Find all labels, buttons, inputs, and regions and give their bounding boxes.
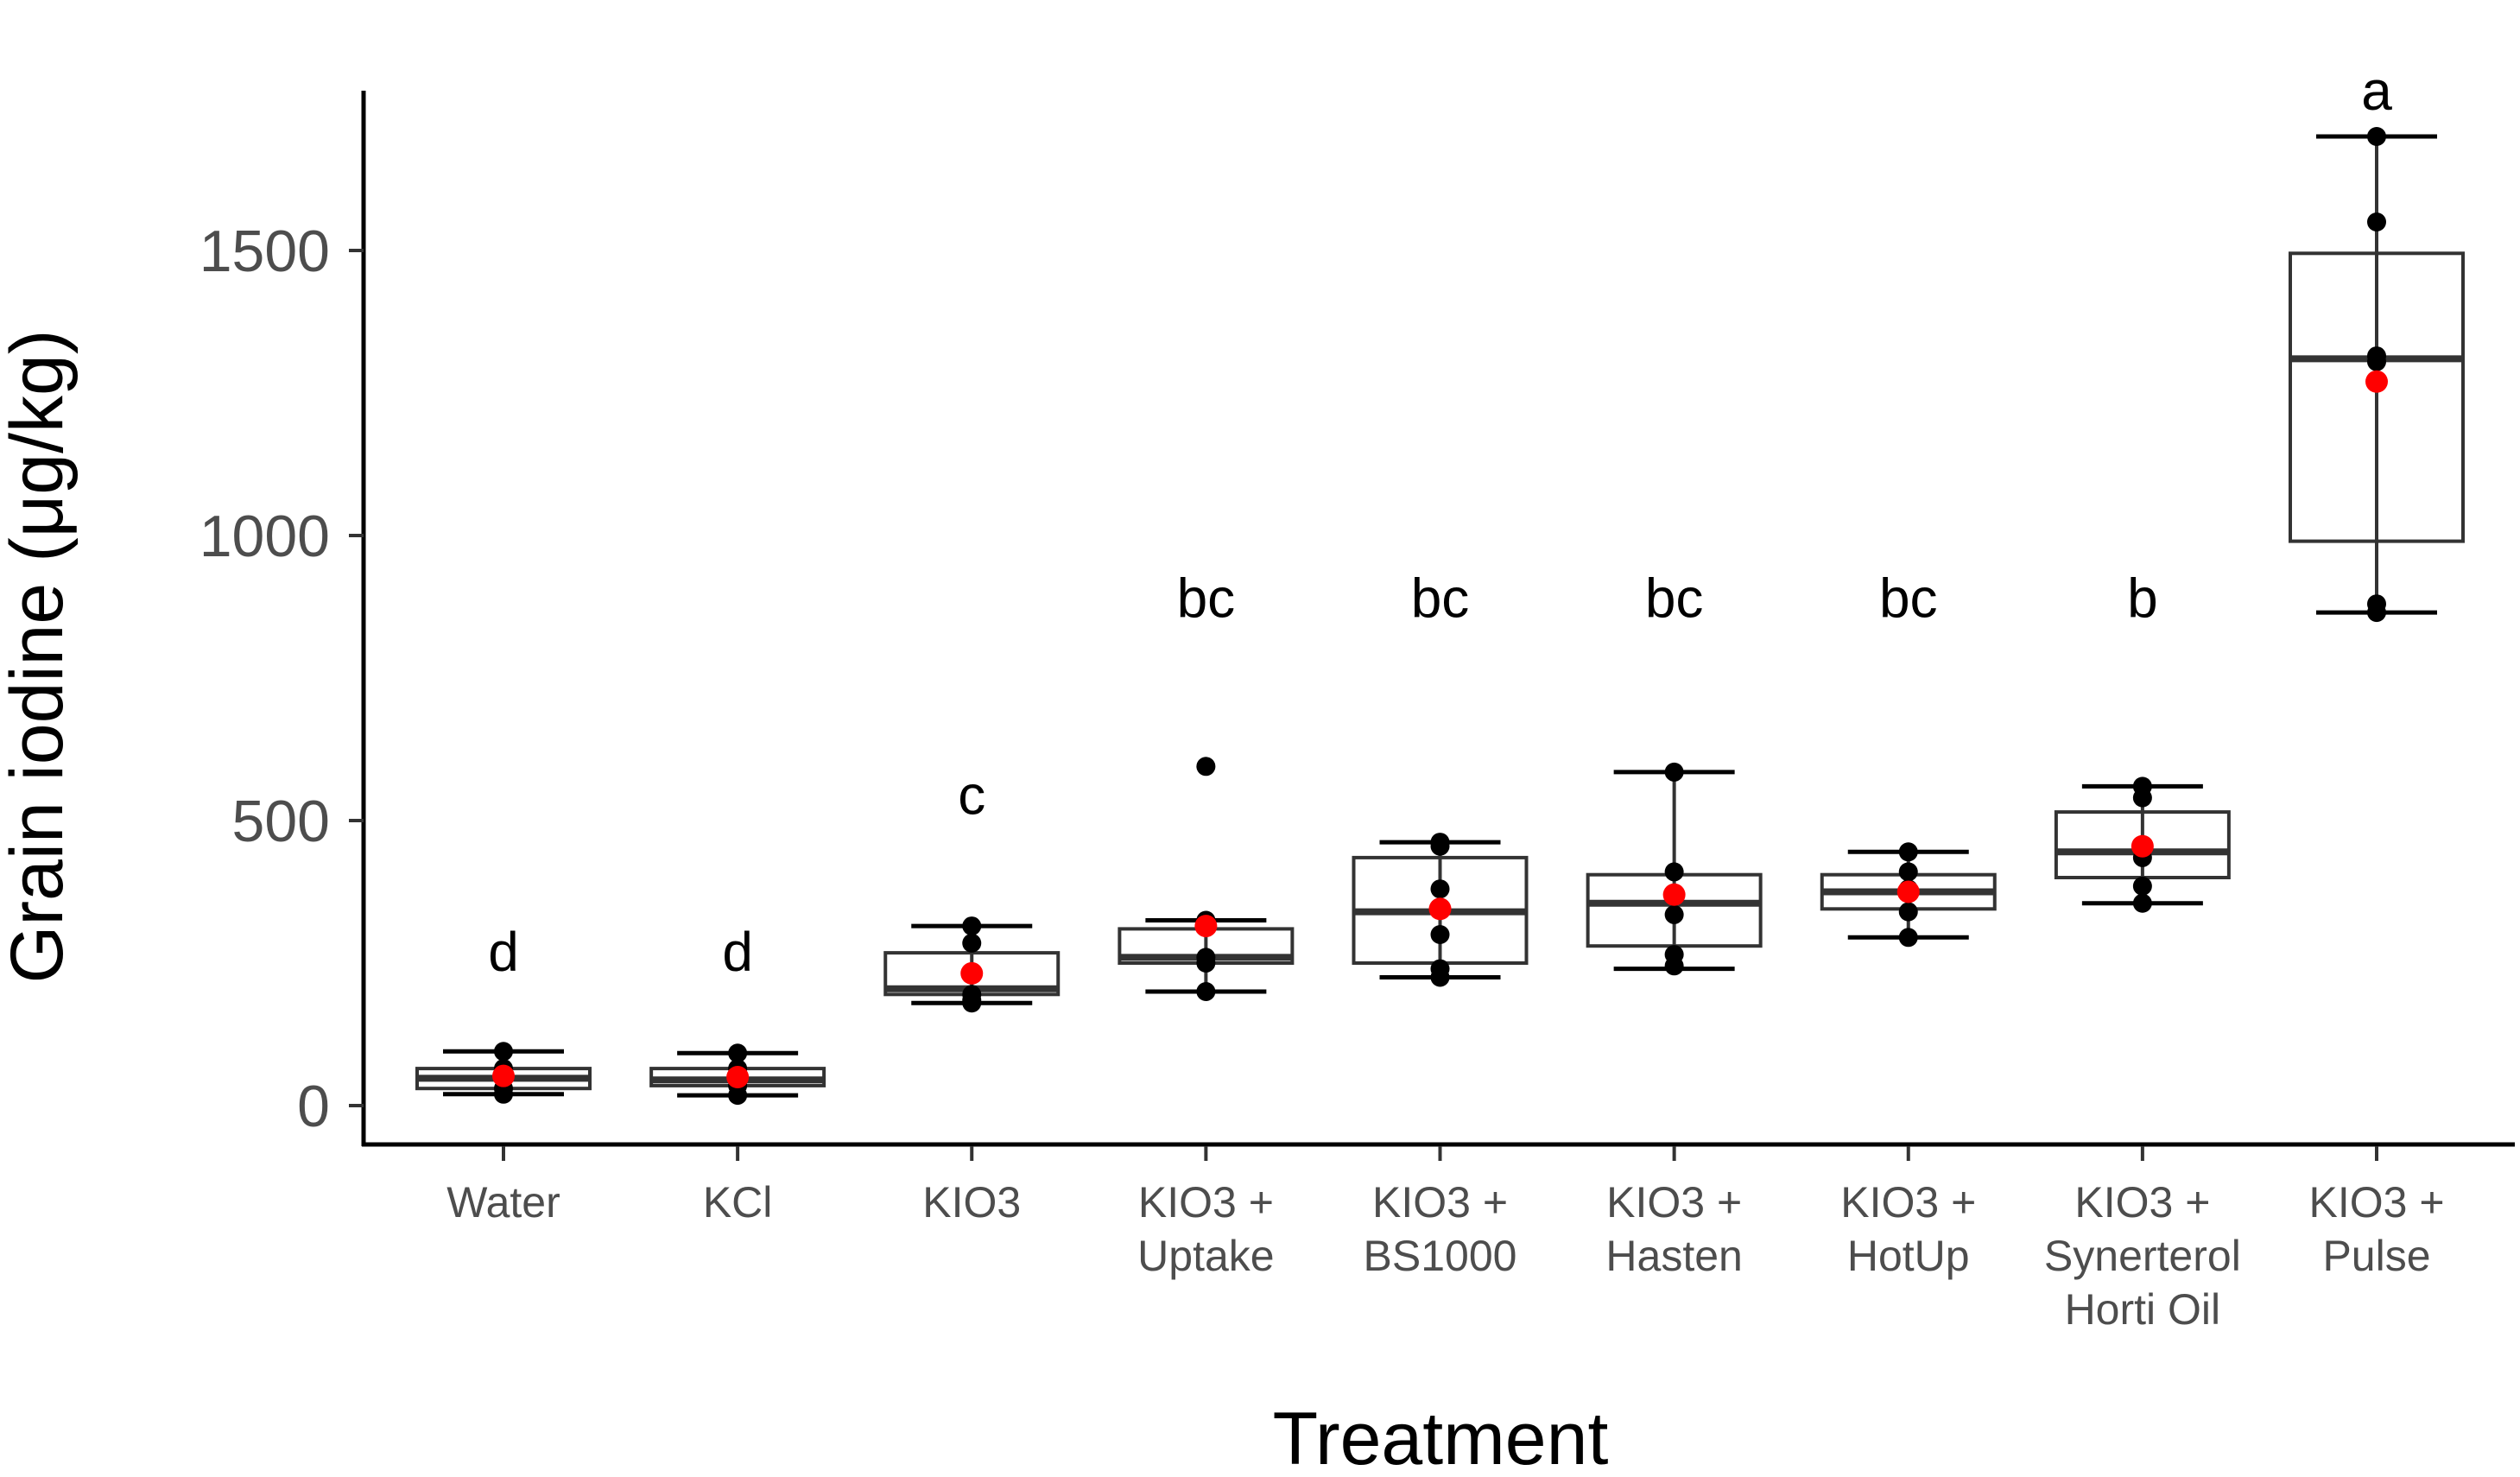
observation-point [1430,967,1450,987]
mean-point [1428,897,1452,921]
mean-point [1194,915,1218,938]
observation-point [1664,904,1684,924]
observation-point [2367,352,2386,371]
significance-letter: bc [1411,567,1470,630]
y-tick-label-1500: 1500 [199,219,330,284]
observation-point [2132,788,2152,808]
group-5: bc [1586,567,1763,976]
y-tick-label-500: 500 [232,789,330,854]
significance-letter: b [2127,567,2158,630]
mean-point [960,961,984,985]
observation-point [1664,762,1684,782]
mean-point [2131,834,2154,858]
significance-letter: c [958,764,985,826]
x-tick-label: Horti Oil [2065,1285,2221,1334]
group-6: bc [1820,567,1997,948]
observation-point [1898,842,1918,862]
x-tick-label: KIO3 + [1372,1178,1508,1227]
group-0: d [415,921,592,1104]
x-tick-label: KCl [703,1178,773,1227]
observation-point [1430,925,1450,944]
significance-letter: a [2361,60,2392,122]
observation-point [2132,893,2152,913]
observation-point [2367,127,2386,146]
x-tick-label: KIO3 + [1840,1178,1976,1227]
group-8: a [2289,60,2465,623]
significance-letter: bc [1645,567,1704,630]
observation-point [1898,928,1918,948]
x-tick-label: Hasten [1605,1232,1742,1280]
x-tick-label: Synerterol [2044,1232,2241,1280]
observation-point [962,933,982,953]
observation-point [1898,902,1918,922]
mean-point [2365,370,2388,393]
observation-point [962,916,982,936]
x-tick-label: Water [446,1178,560,1227]
observation-point [2367,212,2386,231]
observation-point [728,1043,748,1063]
x-tick-label: Pulse [2322,1232,2430,1280]
observation-point [1430,879,1450,899]
observation-point [1664,862,1684,882]
group-7: b [2054,567,2231,913]
significance-letter: d [722,921,753,983]
group-4: bc [1352,567,1529,987]
observation-point [962,993,982,1013]
significance-letter: d [488,921,519,983]
observation-point [1196,757,1216,777]
mean-point [726,1066,750,1088]
observation-point [2132,876,2152,896]
x-tick-label: KIO3 + [2074,1178,2210,1227]
y-tick-label-1000: 1000 [199,504,330,569]
observation-point [2367,603,2386,623]
observation-point [1664,956,1684,976]
observation-point [1898,862,1918,882]
x-tick-label: KIO3 + [1138,1178,1274,1227]
mean-point [492,1064,515,1087]
x-tick-label: KIO3 + [2308,1178,2444,1227]
x-axis-title: Treatment [1273,1398,1609,1477]
significance-letter: bc [1177,567,1236,630]
observation-point [494,1084,513,1104]
x-tick-label: KIO3 + [1606,1178,1742,1227]
y-axis-title: Grain iodine (μg/kg) [0,330,79,984]
observation-point [1196,982,1216,1001]
group-2: c [883,764,1061,1013]
significance-letter: bc [1879,567,1938,630]
mean-point [1896,880,1920,903]
plot-marks: d d c bc bc bc bc b a [415,60,2465,1106]
x-tick-label: KIO3 [922,1178,1021,1227]
observation-point [494,1042,513,1062]
y-axis-ticks: 0 500 1000 1500 [199,219,364,1139]
observation-point [1196,954,1216,973]
group-3: bc [1118,567,1295,1001]
observation-point [1430,836,1450,856]
x-tick-label: Uptake [1137,1232,1274,1280]
group-1: d [649,921,826,1106]
x-axis-ticks: Water KCl KIO3 KIO3 + Uptake KIO3 + BS1000 KIO3… [446,1146,2445,1334]
observation-point [728,1086,748,1106]
x-tick-label: HotUp [1847,1232,1970,1280]
y-tick-label-0: 0 [297,1074,330,1139]
x-tick-label: BS1000 [1364,1232,1517,1280]
mean-point [1662,883,1686,906]
